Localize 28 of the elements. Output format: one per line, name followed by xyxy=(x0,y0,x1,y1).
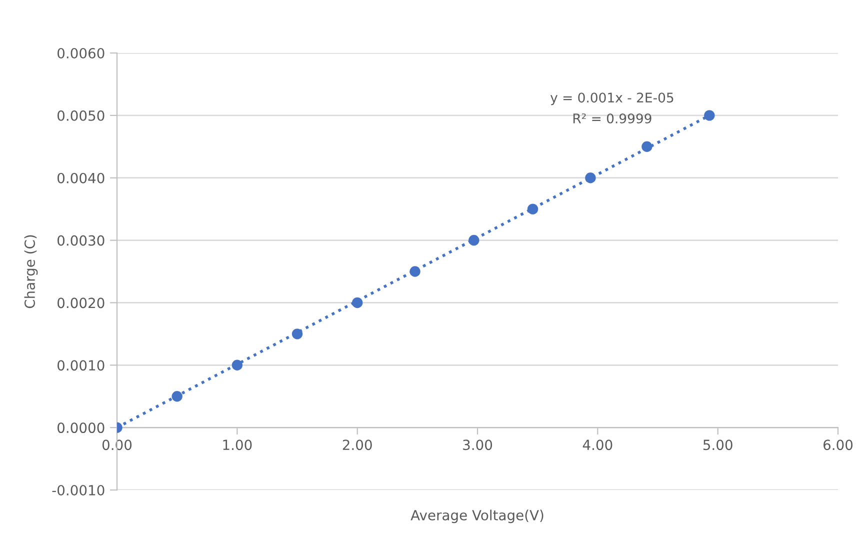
y-axis-title: Charge (C) xyxy=(24,235,38,308)
x-tick-label: 3.00 xyxy=(463,440,492,450)
annotation: y = 0.001x - 2E-05 xyxy=(550,92,674,106)
point xyxy=(642,141,652,152)
point xyxy=(468,234,480,246)
x-tick-label: 5.00 xyxy=(703,440,732,450)
x-tick-label: 2.00 xyxy=(342,440,372,450)
point xyxy=(704,110,715,121)
y-tick-label: 0.0050 xyxy=(58,110,104,121)
annotation: R² = 0.9999 xyxy=(573,113,652,124)
y-tick-label: 0.0010 xyxy=(58,360,104,371)
y-tick-label: -0.0010 xyxy=(52,484,104,496)
point xyxy=(292,328,303,340)
x-tick-label: 1.00 xyxy=(223,440,252,450)
y-tick-label: 0.0060 xyxy=(58,48,104,58)
y-tick-label: 0.0030 xyxy=(58,235,104,246)
x-axis-title: Average Voltage(V) xyxy=(410,510,544,524)
y-tick-label: 0.0040 xyxy=(58,172,104,184)
point xyxy=(352,297,363,308)
point xyxy=(172,391,182,402)
point xyxy=(232,360,243,370)
x-tick-label: 6.00 xyxy=(824,440,853,450)
y-tick-label: 0.0000 xyxy=(58,422,104,434)
y-tick-label: 0.0020 xyxy=(58,298,104,308)
x-tick-label: 4.00 xyxy=(582,440,612,450)
point xyxy=(410,266,420,277)
point xyxy=(527,204,538,214)
point xyxy=(585,172,596,184)
